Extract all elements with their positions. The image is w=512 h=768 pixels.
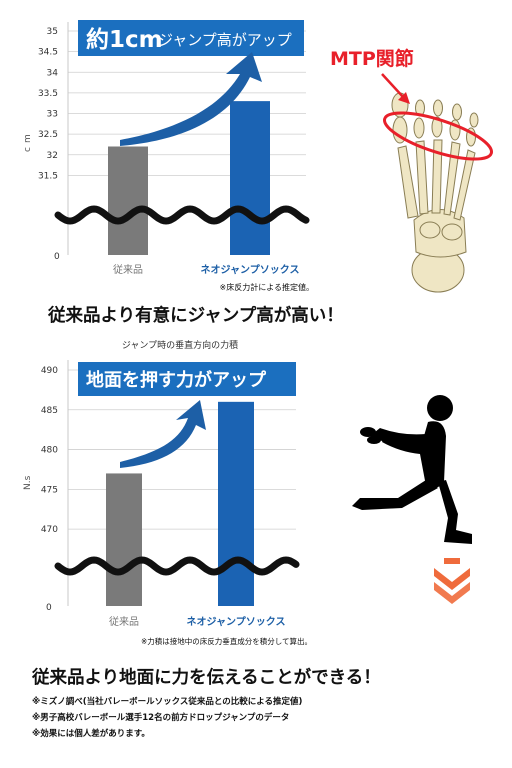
chart-2-axis-break <box>54 556 300 576</box>
y-tick-label-7: 35 <box>47 27 58 37</box>
chart-2-rise-arrow <box>120 400 206 468</box>
chart-2-y-axis-label: N.s <box>23 475 33 490</box>
chart-1-y-axis-label: cm <box>23 130 33 152</box>
headline-2: 従来品より地面に力を伝えることができる！ <box>32 668 381 688</box>
bar-1 <box>106 473 142 606</box>
down-chevron-icon <box>434 558 470 604</box>
chart-2-zero-label: 0 <box>46 603 52 613</box>
chart-2-banner-text: 地面を押す力がアップ <box>86 369 267 391</box>
footnote-2: ※男子高校バレーボール選手12名の前方ドロップジャンプのデータ <box>32 713 290 723</box>
runner-silhouette <box>352 395 472 544</box>
mtp-joint-label: MTP関節 <box>330 48 414 70</box>
y-tick-label-1: 32 <box>47 151 58 161</box>
chart-2-category-1: 従来品 <box>109 615 139 628</box>
footnotes: ※ミズノ調べ(当社バレーボールソックス従来品との比較による推定値) ※男子高校バ… <box>32 694 302 742</box>
footnote-1: ※ミズノ調べ(当社バレーボールソックス従来品との比較による推定値) <box>32 697 303 707</box>
chart-2-title: ジャンプ時の垂直方向の力積 <box>122 339 238 351</box>
chart-1-banner-big: 約1cm <box>86 26 163 53</box>
chart-2-tick-labels: 470 475 480 485 490 <box>41 366 58 535</box>
chart-1-category-1: 従来品 <box>113 263 143 276</box>
chart-2-category-2: ネオジャンプソックス <box>187 615 286 628</box>
chart-1-bars <box>108 101 270 255</box>
y-tick-label-4: 33.5 <box>38 89 58 99</box>
foot-skeleton-illustration <box>383 92 493 293</box>
y-tick-label-0: 31.5 <box>38 171 58 181</box>
mtp-pointer-arrow <box>381 73 410 104</box>
chart-1-rise-arrow <box>120 52 262 146</box>
chart-1-axis-break <box>54 205 310 225</box>
chart-2-note: ※力積は接地中の床反力垂直成分を積分して算出。 <box>141 636 312 646</box>
chart-1-banner-small: ジャンプ高がアップ <box>158 31 292 49</box>
mtp-joint-highlight <box>383 111 493 161</box>
y-tick-label-2: 32.5 <box>38 130 58 140</box>
headline-1: 従来品より有意にジャンプ高が高い！ <box>48 306 344 326</box>
bar-2 <box>218 401 254 606</box>
chart-2-bars <box>106 401 254 606</box>
bar-2 <box>230 101 270 255</box>
chart-1-zero-label: 0 <box>54 252 60 262</box>
chart-1-note: ※床反力計による推定値。 <box>220 282 314 292</box>
y-tick-label-3: 485 <box>41 406 58 416</box>
chart-1-tick-labels: 31.5 32 32.5 33 33.5 34 34.5 35 <box>38 27 58 181</box>
chart-1-banner <box>78 20 304 56</box>
bar-1 <box>108 146 148 255</box>
chart-1-category-2: ネオジャンプソックス <box>201 263 300 276</box>
y-tick-label-3: 33 <box>47 110 58 120</box>
y-tick-label-5: 34 <box>47 68 59 78</box>
y-tick-label-1: 475 <box>41 485 58 495</box>
y-tick-label-4: 490 <box>41 366 58 376</box>
y-tick-label-0: 470 <box>41 525 58 535</box>
chart-2: ジャンプ時の垂直方向の力積 470 475 480 485 490 地面を押す力がアップ… <box>23 339 312 646</box>
chart-2-banner <box>78 362 296 396</box>
y-tick-label-6: 34.5 <box>38 48 58 58</box>
y-tick-label-2: 480 <box>41 446 58 456</box>
footnote-3: ※効果には個人差があります。 <box>32 729 150 739</box>
